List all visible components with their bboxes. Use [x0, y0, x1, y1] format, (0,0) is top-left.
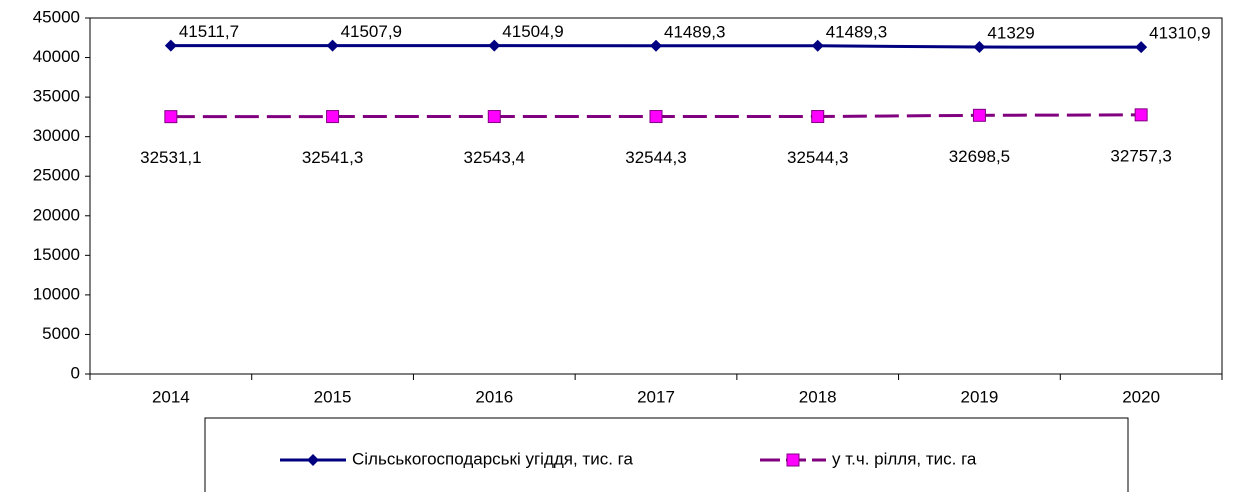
data-point	[811, 110, 825, 124]
data-point	[488, 39, 501, 52]
data-point	[164, 110, 178, 124]
data-label: 41329	[987, 24, 1034, 43]
x-tick-label: 2020	[1122, 387, 1160, 406]
data-label: 41504,9	[502, 22, 563, 41]
x-tick-label: 2018	[799, 387, 837, 406]
data-point	[1135, 41, 1148, 54]
y-tick-label: 20000	[33, 205, 80, 224]
data-label: 41511,7	[179, 22, 239, 41]
x-tick-label: 2016	[475, 387, 513, 406]
x-tick-label: 2014	[152, 387, 190, 406]
data-label: 32544,3	[787, 148, 848, 167]
y-tick-label: 5000	[42, 324, 80, 343]
data-point	[649, 110, 663, 124]
data-point	[326, 110, 340, 124]
y-tick-label: 45000	[33, 7, 80, 26]
x-tick-label: 2017	[637, 387, 675, 406]
data-label: 32541,3	[302, 148, 363, 167]
data-label: 32543,4	[464, 148, 525, 167]
x-tick-label: 2015	[314, 387, 352, 406]
data-label: 32531,1	[140, 148, 201, 167]
y-tick-label: 25000	[33, 166, 80, 185]
data-point	[1134, 108, 1148, 122]
data-label: 41507,9	[341, 22, 402, 41]
legend-marker	[786, 453, 800, 467]
legend-box	[204, 417, 1129, 492]
y-tick-label: 40000	[33, 47, 80, 66]
data-point	[973, 41, 986, 54]
data-point	[487, 110, 501, 124]
legend-label: у т.ч. рілля, тис. га	[832, 449, 977, 468]
x-tick-label: 2019	[961, 387, 999, 406]
y-tick-label: 10000	[33, 284, 80, 303]
y-tick-label: 30000	[33, 126, 80, 145]
y-tick-label: 0	[71, 363, 80, 382]
data-point	[326, 39, 339, 52]
y-tick-label: 15000	[33, 245, 80, 264]
data-label: 32757,3	[1110, 146, 1171, 165]
data-point	[972, 108, 986, 122]
plot-area	[89, 17, 1223, 375]
legend-marker	[307, 454, 319, 466]
data-point	[811, 39, 824, 52]
data-label: 41489,3	[664, 22, 725, 41]
data-label: 41489,3	[826, 22, 887, 41]
data-label: 41310,9	[1149, 24, 1210, 43]
data-point	[164, 39, 177, 52]
data-point	[650, 39, 662, 52]
data-label: 32544,3	[625, 148, 686, 167]
y-tick-label: 35000	[33, 87, 80, 106]
legend-label: Сільськогосподарські угіддя, тис. га	[352, 449, 633, 468]
data-label: 32698,5	[949, 147, 1010, 166]
